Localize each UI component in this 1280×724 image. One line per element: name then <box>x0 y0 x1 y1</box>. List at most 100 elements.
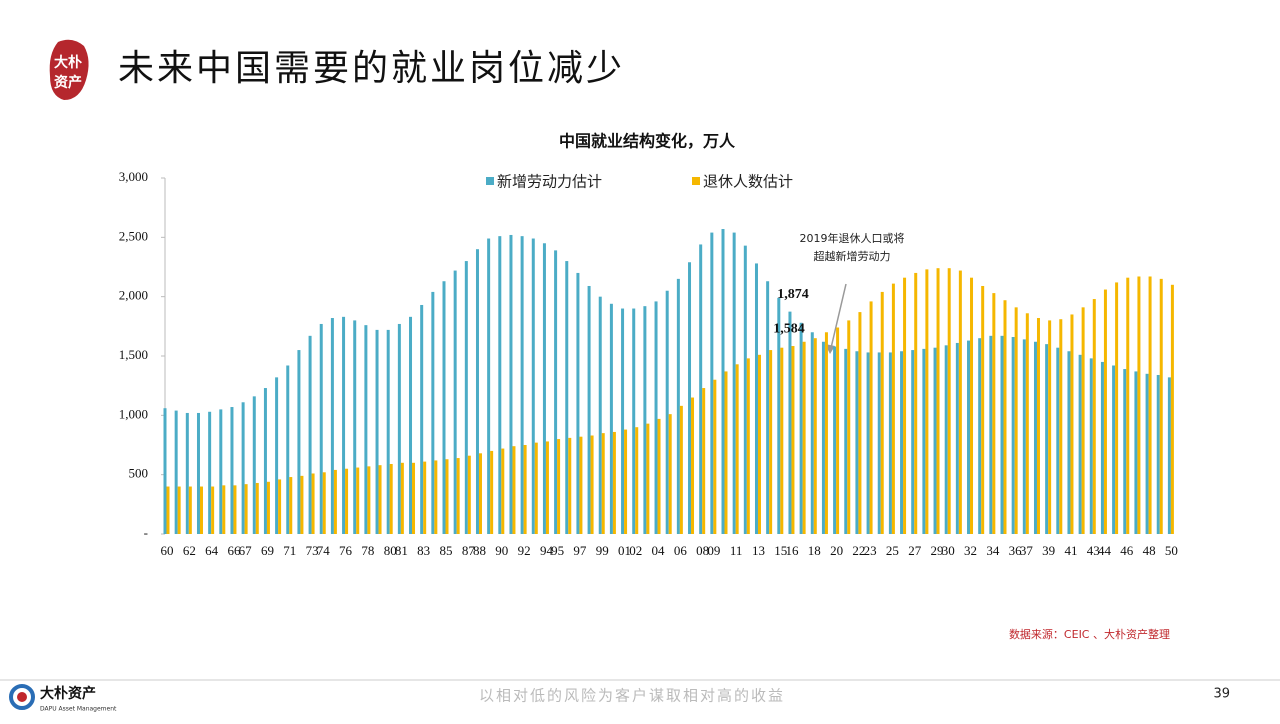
bar <box>1014 307 1018 534</box>
x-tick-label: 36 <box>1009 543 1023 558</box>
chart-title: 中国就业结构变化，万人 <box>559 132 736 151</box>
x-tick-label: 46 <box>1120 543 1134 558</box>
bar <box>498 236 502 534</box>
bar <box>423 461 427 534</box>
bar <box>1000 335 1004 534</box>
bar <box>286 365 290 534</box>
x-tick-label: 85 <box>440 543 453 558</box>
bar <box>534 442 538 534</box>
bar <box>345 468 349 534</box>
x-tick-label: 95 <box>551 543 564 558</box>
bar <box>746 358 750 534</box>
bar <box>1081 307 1085 534</box>
bar <box>1123 369 1127 534</box>
bar <box>791 346 795 534</box>
x-tick-label: 41 <box>1064 543 1077 558</box>
x-tick-label: 97 <box>573 543 587 558</box>
bar <box>322 472 326 534</box>
bar <box>847 320 851 534</box>
legend-label: 新增劳动力估计 <box>497 173 602 191</box>
bar <box>1078 354 1082 534</box>
bar <box>643 306 647 534</box>
bar <box>378 465 382 534</box>
bar <box>724 371 728 534</box>
x-tick-label: 83 <box>417 543 430 558</box>
x-tick-label: 39 <box>1042 543 1055 558</box>
bar <box>1025 313 1029 534</box>
bar <box>699 244 703 534</box>
bar <box>1045 344 1049 534</box>
bar <box>888 352 892 534</box>
x-tick-label: 88 <box>473 543 486 558</box>
bar <box>308 335 312 534</box>
bar <box>475 249 479 534</box>
bar <box>545 441 549 534</box>
bar <box>799 322 803 534</box>
bar <box>211 486 215 534</box>
bar <box>844 348 848 534</box>
bar <box>891 283 895 534</box>
bar <box>1092 299 1096 534</box>
bar <box>487 238 491 534</box>
footer-logo-mark <box>9 684 35 710</box>
bar <box>657 418 661 534</box>
bar <box>624 429 628 534</box>
bar <box>721 229 725 534</box>
x-tick-label: 29 <box>931 543 944 558</box>
bar <box>981 285 985 534</box>
bar <box>208 411 212 534</box>
bar <box>914 272 918 534</box>
y-tick-label: 2,000 <box>119 288 148 303</box>
x-tick-label: 37 <box>1020 543 1034 558</box>
x-tick-label: 78 <box>361 543 374 558</box>
bar <box>587 285 591 534</box>
x-tick-label: 04 <box>652 543 666 558</box>
bar <box>266 481 270 534</box>
bar <box>766 281 770 534</box>
bar <box>601 433 605 534</box>
bar <box>409 316 413 534</box>
bar <box>453 270 457 534</box>
bar <box>353 320 357 534</box>
bar <box>688 262 692 534</box>
bar <box>333 469 337 534</box>
bar <box>757 354 761 534</box>
bar <box>970 277 974 534</box>
x-tick-label: 25 <box>886 543 899 558</box>
bar <box>177 486 181 534</box>
bar <box>665 290 669 534</box>
bar <box>1059 319 1063 534</box>
stamp-text: 大朴 <box>54 54 82 71</box>
bar <box>467 455 471 534</box>
bar <box>386 329 390 534</box>
bar <box>679 405 683 534</box>
bar <box>166 486 170 534</box>
annotation-arrow <box>830 283 847 349</box>
bar <box>330 318 334 534</box>
bar <box>252 396 256 534</box>
bar <box>735 364 739 534</box>
bar <box>456 458 460 534</box>
bar <box>911 350 915 534</box>
bar <box>188 486 192 534</box>
bar <box>412 462 416 534</box>
bar <box>233 485 237 534</box>
bar <box>356 467 360 534</box>
x-tick-label: 87 <box>462 543 476 558</box>
bar <box>855 351 859 534</box>
bar <box>590 435 594 534</box>
bar <box>947 268 951 534</box>
x-tick-label: 09 <box>707 543 720 558</box>
bar <box>1137 276 1141 534</box>
bar <box>557 439 561 534</box>
x-tick-label: 22 <box>852 543 865 558</box>
bar <box>542 243 546 534</box>
bar <box>1070 314 1074 534</box>
bar <box>364 325 368 534</box>
x-tick-label: 66 <box>227 543 241 558</box>
bar <box>230 407 234 534</box>
bar <box>612 431 616 534</box>
bar <box>691 397 695 534</box>
x-tick-label: 90 <box>495 543 508 558</box>
x-tick-label: 73 <box>306 543 319 558</box>
